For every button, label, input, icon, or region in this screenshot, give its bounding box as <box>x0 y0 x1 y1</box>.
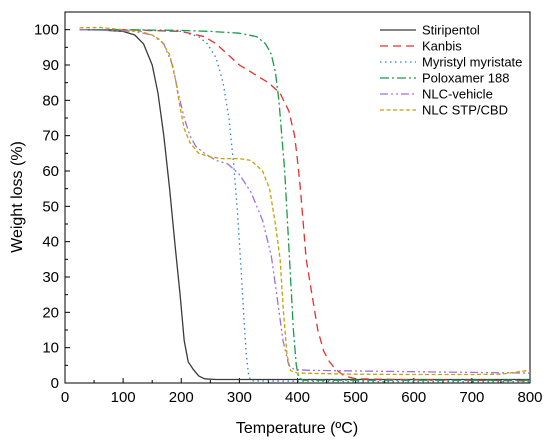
y-tick-label: 10 <box>42 340 59 357</box>
x-tick-label: 200 <box>169 389 194 406</box>
legend-label-nlc-vehicle: NLC-vehicle <box>422 87 493 102</box>
series-line-poloxamer-188 <box>79 29 530 381</box>
y-tick-label: 20 <box>42 304 59 321</box>
y-axis-title: Weight loss (%) <box>9 141 26 253</box>
legend-label-nlc-stp-cbd: NLC STP/CBD <box>422 103 508 118</box>
x-tick-label: 400 <box>285 389 310 406</box>
x-tick-label: 600 <box>401 389 426 406</box>
series-line-kanbis <box>79 29 531 382</box>
x-tick-label: 500 <box>343 389 368 406</box>
y-tick-label: 80 <box>42 92 59 109</box>
x-tick-label: 0 <box>61 389 69 406</box>
series-line-stiripentol <box>79 29 530 381</box>
y-tick-label: 0 <box>51 375 59 392</box>
x-tick-label: 800 <box>517 389 542 406</box>
legend-label-myristyl-myristate: Myristyl myristate <box>422 55 522 70</box>
series-lines <box>79 26 531 383</box>
y-tick-label: 60 <box>42 163 59 180</box>
y-tick-label: 100 <box>34 22 59 39</box>
x-tick-label: 300 <box>227 389 252 406</box>
y-tick-label: 90 <box>42 57 59 74</box>
legend-label-kanbis: Kanbis <box>422 39 462 54</box>
x-axis-title: Temperature (ºC) <box>236 420 358 437</box>
x-tick-label: 100 <box>111 389 136 406</box>
series-line-nlc-stp-cbd <box>79 26 531 376</box>
y-tick-label: 30 <box>42 269 59 286</box>
legend-label-stiripentol: Stiripentol <box>422 23 480 38</box>
y-tick-label: 40 <box>42 234 59 251</box>
y-axis: 0 10 20 30 40 50 60 70 80 90 100 <box>34 22 70 392</box>
x-tick-label: 700 <box>459 389 484 406</box>
legend-label-poloxamer-188: Poloxamer 188 <box>422 71 509 86</box>
y-tick-label: 50 <box>42 198 59 215</box>
y-tick-label: 70 <box>42 128 59 145</box>
x-axis: 0 100 200 300 400 500 600 700 800 <box>61 378 543 406</box>
